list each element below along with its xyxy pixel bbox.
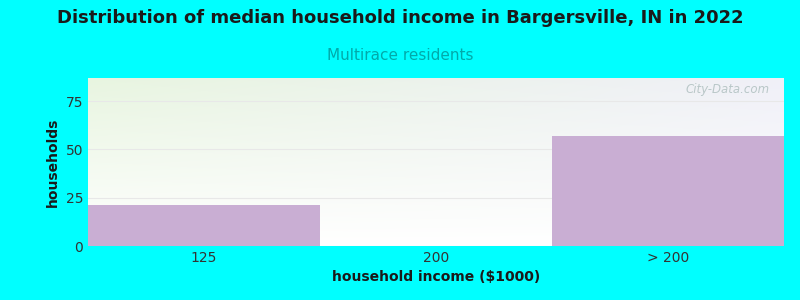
Bar (552, 136, 784, 246)
Bar (88, 206, 320, 246)
Text: City-Data.com: City-Data.com (686, 83, 770, 96)
X-axis label: household income ($1000): household income ($1000) (332, 270, 540, 284)
Y-axis label: households: households (46, 117, 60, 207)
Text: Distribution of median household income in Bargersville, IN in 2022: Distribution of median household income … (57, 9, 743, 27)
Text: Multirace residents: Multirace residents (326, 48, 474, 63)
